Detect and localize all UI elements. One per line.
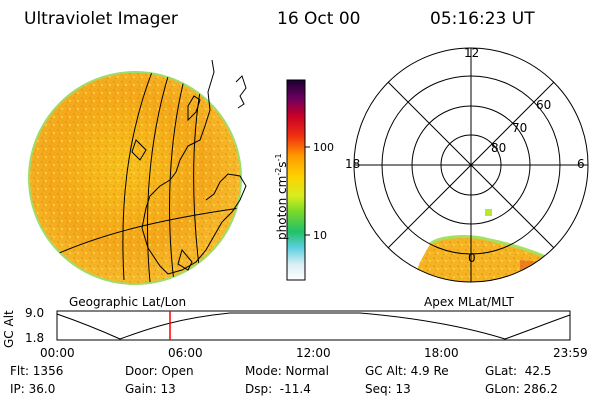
colorbar-unit-exp2: -1 <box>274 153 283 162</box>
colorbar <box>286 79 306 281</box>
time-label: 05:16:23 UT <box>430 9 535 29</box>
info-glat: GLat: 42.5 <box>485 364 552 378</box>
coastline-outline <box>131 59 247 275</box>
info-ip: IP: 36.0 <box>10 382 56 396</box>
xtick-1200: 12:00 <box>296 346 331 360</box>
colorbar-unit-s: s <box>275 161 289 168</box>
lat-label-70: 70 <box>512 121 528 135</box>
mlt-label-12: 12 <box>464 46 480 60</box>
xtick-2359: 23:59 <box>553 346 588 360</box>
lat-label-80: 80 <box>491 141 507 155</box>
auroral-spot <box>485 209 492 216</box>
altitude-ytick-min: 1.8 <box>25 331 45 345</box>
info-gcalt: GC Alt: 4.9 Re <box>365 364 449 378</box>
xtick-1800: 18:00 <box>424 346 459 360</box>
xtick-0000: 00:00 <box>40 346 75 360</box>
date-label: 16 Oct 00 <box>277 9 361 29</box>
altitude-curve <box>56 312 571 340</box>
altitude-plot <box>56 310 571 341</box>
info-dsp: Dsp: -11.4 <box>245 382 311 396</box>
mlt-label-6: 6 <box>577 157 585 171</box>
colorbar-unit-label: photon cm-2s-1 <box>272 153 289 240</box>
info-seq: Seq: 13 <box>365 382 411 396</box>
xtick-0600: 06:00 <box>168 346 203 360</box>
globe-caption: Geographic Lat/Lon <box>69 295 187 309</box>
mlt-label-18: 18 <box>345 157 361 171</box>
globe-image <box>28 59 247 285</box>
colorbar-tick-100: 100 <box>313 141 334 154</box>
info-mode: Mode: Normal <box>245 364 329 378</box>
colorbar-unit-exp1: -2 <box>274 167 283 176</box>
altitude-ytick-max: 9.0 <box>25 306 45 320</box>
polar-caption: Apex MLat/MLT <box>424 295 514 309</box>
colorbar-unit-photon: photon cm <box>275 175 289 240</box>
info-door: Door: Open <box>125 364 194 378</box>
mlt-label-0: 0 <box>468 251 476 265</box>
info-glon: GLon: 286.2 <box>485 382 558 396</box>
auroral-data <box>410 235 560 282</box>
instrument-title: Ultraviolet Imager <box>24 9 178 29</box>
info-flt: Flt: 1356 <box>10 364 64 378</box>
lat-label-60: 60 <box>536 98 552 112</box>
altitude-ylabel: GC Alt <box>2 310 16 348</box>
info-gain: Gain: 13 <box>125 382 176 396</box>
colorbar-tick-10: 10 <box>313 229 327 242</box>
